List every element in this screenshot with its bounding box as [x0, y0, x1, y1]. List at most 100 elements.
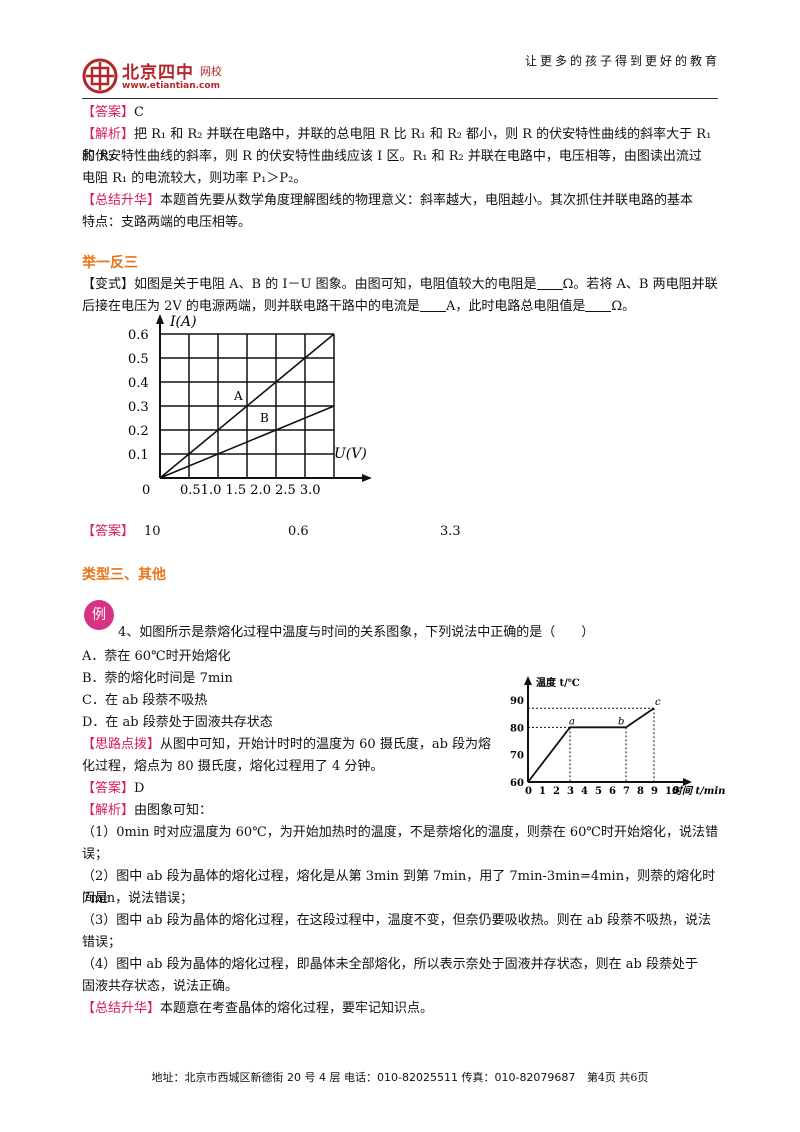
melt-label-a: a: [569, 716, 575, 727]
summary-line-1: 【总结升华】本题首先要从数学角度理解图线的物理意义：斜率越大，电阻越小。其次抓住…: [82, 190, 722, 212]
melt-x-tick-label: 8: [637, 786, 644, 797]
hint-line-1: 【思路点拨】从图中可知，开始计时时的温度为 60 摄氏度，ab 段为熔: [82, 734, 512, 756]
option-b: B．萘的熔化时间是 7min: [82, 671, 233, 686]
melt-y-arrow-icon: [524, 676, 532, 685]
variant-text-1b: Ω。若将 A、B 两电阻并联: [562, 277, 718, 292]
explain-1-line-2: 误；: [82, 847, 109, 862]
analysis-line-3: 电阻 R₁ 的电流较大，则功率 P₁＞P₂。: [82, 171, 307, 186]
variant-text-1a: 如图是关于电阻 A、B 的 I－U 图象。由图可知，电阻值较大的电阻是: [134, 277, 537, 292]
blank-3: [585, 297, 612, 312]
melt-x-tick-label: 7: [623, 786, 630, 797]
answer2-value: D: [134, 781, 145, 796]
logo-sub: 网校: [200, 65, 222, 78]
option-d: D．在 ab 段萘处于固液共存状态: [82, 715, 273, 730]
variant-line-2: 后接在电压为 2V 的电源两端，则并联电路干路中的电流是 A，此时电路总电阻值是 Ω…: [82, 296, 722, 318]
melt-x-tick-label: 0: [525, 786, 532, 797]
variant-answer-2: 0.6: [288, 524, 309, 539]
answer2-line: 【答案】D: [82, 778, 512, 800]
hint-line-2: 化过程，熔点为 80 摄氏度，熔化过程用了 4 分钟。: [82, 759, 384, 774]
summary-tag: 【总结升华】: [82, 193, 161, 208]
melt-x-tick-label: 9: [651, 786, 658, 797]
answer-tag: 【答案】: [82, 105, 135, 120]
explain-3-line-2: 错误；: [82, 935, 122, 950]
melt-y-ticks: 90 80 70 60: [510, 696, 524, 789]
iu-y-tick-label: 0.4: [128, 376, 149, 391]
explain-3-line-1: （3）图中 ab 段为晶体的熔化过程，在这段过程中，温度不变，但奈仍要吸收热。则…: [82, 913, 711, 928]
iu-y-tick-label: 0.3: [128, 400, 149, 415]
melt-x-tick-label: 10: [665, 786, 679, 797]
iu-series-b-line: [159, 405, 335, 479]
melt-y-tick-label: 80: [510, 723, 524, 734]
iu-y-arrow-icon: [156, 314, 164, 324]
header-slogan: 让更多的孩子得到更好的教育: [524, 54, 720, 68]
iu-series-a-line: [159, 333, 335, 479]
iu-y-tick-label: 0.6: [128, 328, 149, 343]
melt-y-label: 温度 t/℃: [536, 676, 580, 689]
iu-y-tick-label: 0.2: [128, 424, 149, 439]
footer: 地址：北京市西城区新德街 20 号 4 层 电话：010-82025511 传真…: [0, 1069, 800, 1085]
iu-y-ticks: 0.6 0.5 0.4 0.3 0.2 0.1: [128, 328, 149, 463]
melt-series-line: [527, 707, 655, 783]
analysis2-line: 【解析】由图象可知：: [82, 800, 512, 822]
iu-y-label: I(A): [169, 314, 197, 330]
variant-line-1: 【变式】如图是关于电阻 A、B 的 I－U 图象。由图可知，电阻值较大的电阻是 Ω…: [82, 274, 722, 296]
variant-text-2c: Ω。: [611, 299, 636, 314]
iu-y-tick-label: 0.1: [128, 448, 149, 463]
analysis2-tag: 【解析】: [82, 803, 135, 818]
iu-x-arrow-icon: [362, 474, 372, 482]
iu-label-a: A: [233, 389, 243, 403]
melt-x-tick-label: 4: [581, 786, 588, 797]
logo-text: 北京四中: [122, 63, 194, 83]
example-badge: 例: [84, 600, 114, 630]
footer-page: 第4页 共6页: [586, 1071, 649, 1084]
melt-label-c: c: [655, 697, 661, 708]
melt-x-label: 时间 t/min: [672, 785, 725, 797]
melt-x-tick-label: 3: [567, 786, 574, 797]
variant-answer-line: 【答案】 10 0.6 3.3: [82, 521, 722, 543]
variant-text-2b: A，此时电路总电阻值是: [445, 299, 586, 314]
section-heading: 类型三、其他: [82, 567, 166, 583]
explain-1-line-1: （1）0min 时对应温度为 60℃，为开始加热时的温度，不是萘熔化的温度，则萘…: [82, 825, 718, 840]
summary-text-1: 本题首先要从数学角度理解图线的物理意义：斜率越大，电阻越小。其次抓住并联电路的基…: [160, 193, 694, 208]
hint-tag: 【思路点拨】: [82, 737, 161, 752]
melt-y-tick-label: 90: [510, 696, 524, 707]
variant-tag: 【变式】: [82, 277, 135, 292]
explain-2-line-1: （2）图中 ab 段为晶体的熔化过程，熔化是从第 3min 到第 7min，用了…: [82, 869, 716, 906]
melt-x-tick-label: 6: [609, 786, 616, 797]
summary2-tag: 【总结升华】: [82, 1001, 161, 1016]
melt-x-ticks: 0 1 2 3 4 5 6 7 8 9 10: [525, 786, 679, 797]
melt-x-arrow-icon: [683, 778, 692, 786]
answer2-tag: 【答案】: [82, 781, 135, 796]
variant-answer-1: 10: [144, 524, 161, 539]
melt-label-b: b: [618, 716, 624, 727]
logo-url: www.etiantian.com: [122, 81, 220, 91]
summary2-text: 本题意在考查晶体的熔化过程，要牢记知识点。: [160, 1001, 434, 1016]
iu-origin-label: 0: [142, 483, 150, 498]
iu-x-tick-labels: 0.51.0 1.5 2.0 2.5 3.0: [180, 483, 321, 498]
question-text: 4、如图所示是萘熔化过程中温度与时间的关系图象，下列说法中正确的是（ ）: [118, 625, 595, 640]
hint-text-1: 从图中可知，开始计时时的温度为 60 摄氏度，ab 段为熔: [160, 737, 492, 752]
iu-label-b: B: [260, 411, 269, 425]
analysis-line-2: 的伏安特性曲线的斜率，则 R 的伏安特性曲线应该 Ⅰ 区。R₁ 和 R₂ 并联在…: [82, 149, 702, 164]
site-logo: 北京四中 网校 www.etiantian.com: [82, 56, 232, 96]
logo-emblem-icon: [82, 58, 118, 94]
iu-chart: A B I(A) U(V) 0.6 0.5 0.4 0.3 0.2 0.1 0 0.51.…: [128, 314, 372, 498]
option-c: C．在 ab 段萘不吸热: [82, 693, 208, 708]
analysis-tag: 【解析】: [82, 127, 135, 142]
explain-4-line-1: （4）图中 ab 段为晶体的熔化过程，即晶体未全部熔化，所以表示奈处于固液并存状…: [82, 957, 698, 972]
analysis2-intro: 由图象可知：: [134, 803, 213, 818]
footer-address: 地址：北京市西城区新德街 20 号 4 层 电话：010-82025511 传真…: [151, 1071, 576, 1084]
summary-line-2: 特点：支路两端的电压相等。: [82, 215, 252, 230]
header-divider: [82, 98, 718, 99]
melt-x-tick-label: 5: [595, 786, 602, 797]
analysis-text-1: 把 R₁ 和 R₂ 并联在电路中，并联的总电阻 R 比 R₁ 和 R₂ 都小，则…: [82, 127, 712, 164]
blank-1: [536, 275, 563, 290]
option-a: A．萘在 60℃时开始熔化: [82, 649, 231, 664]
iu-y-tick-label: 0.5: [128, 352, 149, 367]
variant-answer-tag: 【答案】: [82, 524, 135, 539]
analysis-line-1: 【解析】把 R₁ 和 R₂ 并联在电路中，并联的总电阻 R 比 R₁ 和 R₂ …: [82, 124, 722, 168]
explain-2-line-2: 7min，说法错误；: [82, 891, 194, 906]
iu-x-label: U(V): [334, 446, 367, 462]
melt-guides: [528, 707, 655, 782]
